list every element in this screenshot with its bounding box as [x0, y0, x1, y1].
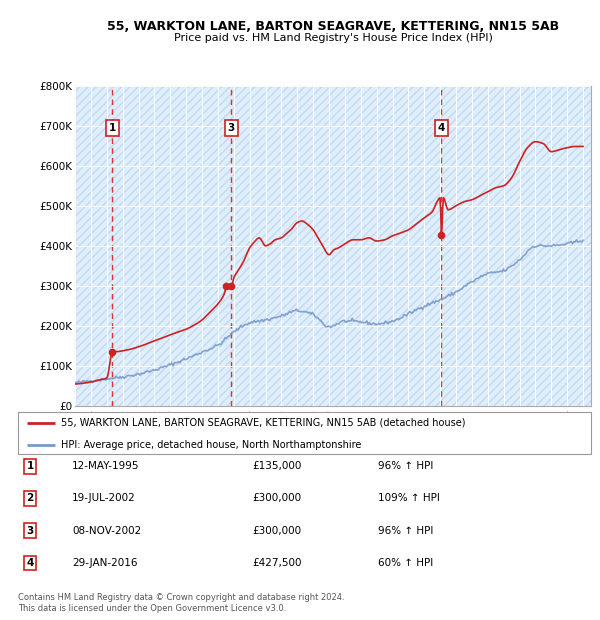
- Text: 96% ↑ HPI: 96% ↑ HPI: [378, 461, 433, 471]
- Text: Contains HM Land Registry data © Crown copyright and database right 2024.
This d: Contains HM Land Registry data © Crown c…: [18, 593, 344, 613]
- Text: 19-JUL-2002: 19-JUL-2002: [72, 494, 136, 503]
- Text: £427,500: £427,500: [252, 558, 302, 568]
- Text: £300,000: £300,000: [252, 526, 301, 536]
- Text: 08-NOV-2002: 08-NOV-2002: [72, 526, 141, 536]
- Text: £300,000: £300,000: [252, 494, 301, 503]
- Text: HPI: Average price, detached house, North Northamptonshire: HPI: Average price, detached house, Nort…: [61, 440, 361, 450]
- Text: 12-MAY-1995: 12-MAY-1995: [72, 461, 139, 471]
- Text: 55, WARKTON LANE, BARTON SEAGRAVE, KETTERING, NN15 5AB: 55, WARKTON LANE, BARTON SEAGRAVE, KETTE…: [107, 20, 559, 33]
- Text: 1: 1: [26, 461, 34, 471]
- Text: 109% ↑ HPI: 109% ↑ HPI: [378, 494, 440, 503]
- Text: 4: 4: [26, 558, 34, 568]
- Text: 3: 3: [228, 123, 235, 133]
- Text: 1: 1: [109, 123, 116, 133]
- Text: 3: 3: [26, 526, 34, 536]
- Text: 60% ↑ HPI: 60% ↑ HPI: [378, 558, 433, 568]
- Text: 29-JAN-2016: 29-JAN-2016: [72, 558, 137, 568]
- Text: 4: 4: [438, 123, 445, 133]
- FancyBboxPatch shape: [18, 412, 591, 454]
- Text: 2: 2: [26, 494, 34, 503]
- Text: Price paid vs. HM Land Registry's House Price Index (HPI): Price paid vs. HM Land Registry's House …: [173, 33, 493, 43]
- Text: £135,000: £135,000: [252, 461, 301, 471]
- Text: 55, WARKTON LANE, BARTON SEAGRAVE, KETTERING, NN15 5AB (detached house): 55, WARKTON LANE, BARTON SEAGRAVE, KETTE…: [61, 418, 466, 428]
- Text: 96% ↑ HPI: 96% ↑ HPI: [378, 526, 433, 536]
